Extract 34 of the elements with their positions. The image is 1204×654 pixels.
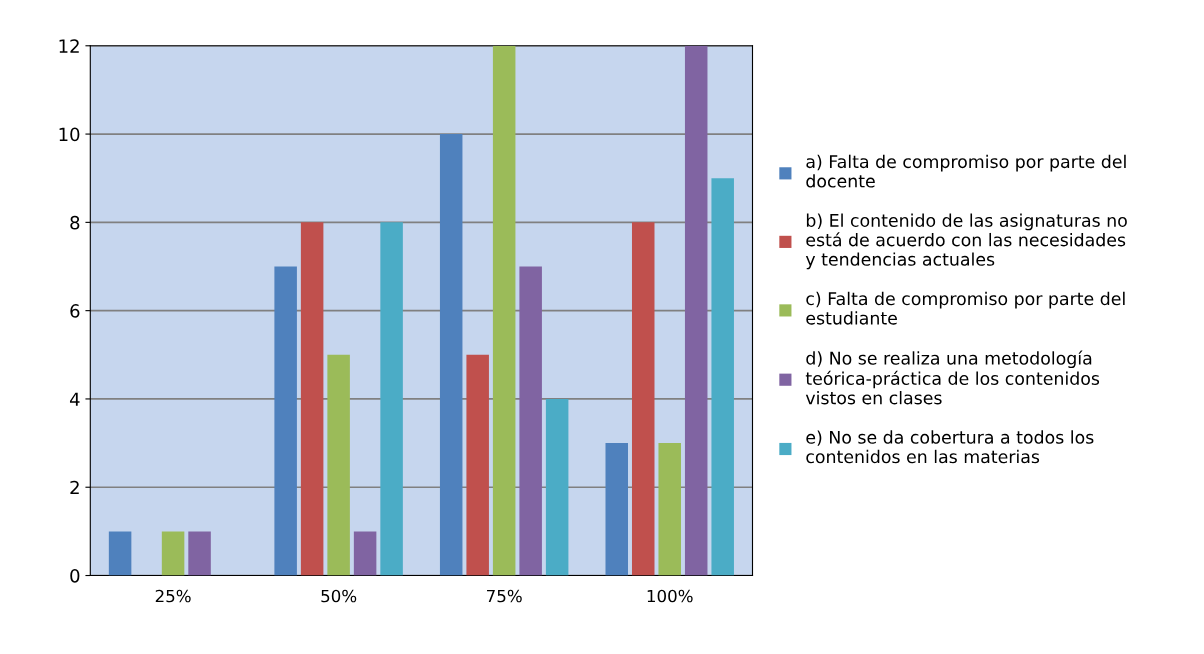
y-tick-label: 8 — [70, 215, 80, 230]
x-tick-label: 100% — [647, 589, 693, 603]
bar — [108, 531, 132, 576]
bar — [161, 531, 185, 576]
bar — [466, 354, 489, 576]
y-tick-label: 0 — [70, 568, 80, 583]
y-tick-label: 2 — [70, 480, 79, 495]
legend-label: d) No se realiza una metodología teórica-práctica de los contenidos vistos en clases — [805, 350, 1100, 405]
bar — [380, 222, 403, 576]
bar — [631, 222, 655, 576]
bar — [274, 266, 297, 576]
x-tick-label: 25% — [155, 589, 191, 603]
legend-label: c) Falta de compromiso por parte del estudiante — [806, 291, 1125, 325]
bar — [658, 443, 681, 576]
bar — [711, 178, 734, 576]
bar — [439, 134, 463, 576]
bar — [300, 222, 324, 576]
legend-label: e) No se da cobertura a todos los contenidos en las materias — [806, 430, 1094, 464]
y-tick-label: 10 — [59, 127, 80, 142]
y-tick-label: 12 — [59, 39, 79, 53]
legend-label: a) Falta de compromiso por parte del docente — [806, 154, 1126, 188]
bar — [519, 266, 542, 576]
bar — [684, 45, 708, 576]
bar — [492, 45, 516, 576]
bar — [188, 531, 211, 576]
bar — [605, 443, 629, 576]
bar — [545, 398, 569, 576]
y-tick-label: 6 — [70, 304, 80, 318]
x-tick-label: 50% — [321, 589, 357, 603]
x-tick-label: 75% — [487, 589, 522, 603]
bar — [327, 354, 350, 576]
y-tick-label: 4 — [69, 392, 80, 406]
bar — [353, 531, 377, 576]
legend-label: b) El contenido de las asignaturas no está de acuerdo con las necesidades y tendencias actuales — [805, 213, 1127, 270]
